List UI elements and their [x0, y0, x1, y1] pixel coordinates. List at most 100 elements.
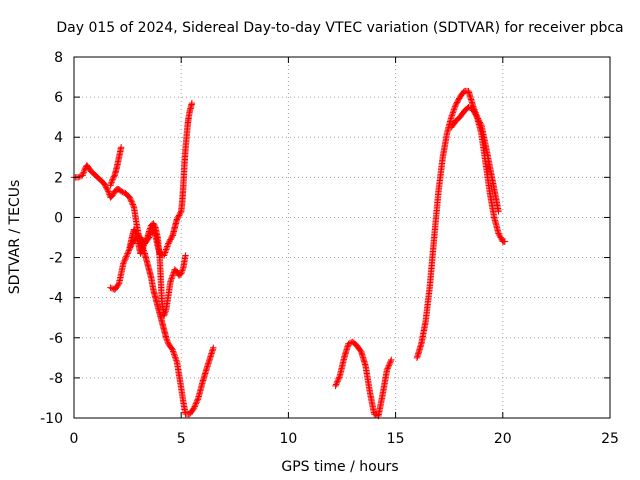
- data-point-8: [80, 169, 87, 176]
- data-point-158: [162, 334, 170, 341]
- data-point-287: [117, 144, 125, 151]
- data-point-1038: [496, 232, 504, 240]
- data-point-610: [167, 278, 174, 285]
- data-point-31: [101, 181, 108, 188]
- data-point-316: [124, 250, 131, 257]
- data-point-59: [127, 195, 134, 203]
- data-point-930: [453, 99, 461, 106]
- gridlines: [74, 57, 610, 418]
- data-point-523: [146, 226, 153, 234]
- data-point-220: [192, 400, 200, 407]
- data-point-920: [448, 113, 455, 121]
- data-point-376: [165, 240, 172, 247]
- data-point-372: [162, 246, 170, 253]
- data-point-756: [384, 365, 391, 372]
- y-tick-label-3: -4: [49, 291, 63, 307]
- y-tick-label-0: -10: [40, 411, 63, 427]
- data-point-63: [129, 201, 137, 208]
- data-point-614: [169, 272, 176, 279]
- data-point-925: [450, 106, 458, 113]
- data-point-643: [335, 375, 342, 382]
- data-point-638: [332, 382, 339, 390]
- data-point-506: [137, 249, 145, 256]
- data-point-381: [168, 233, 176, 241]
- data-point-371: [162, 247, 169, 255]
- y-tick-label-6: 2: [54, 170, 63, 186]
- data-point-755: [383, 366, 391, 374]
- series-arc-f: [413, 87, 509, 362]
- data-point-58: [126, 194, 133, 201]
- series-arc-e: [332, 338, 395, 420]
- data-point-161: [164, 339, 171, 346]
- data-point-168: [169, 348, 177, 355]
- axis-ticks: 0 5 10 15 20 25 -10 -8 -6 -4 -2 0 2 4 6 8: [40, 50, 619, 447]
- y-tick-label-2: -6: [49, 331, 63, 347]
- data-point-373: [163, 244, 170, 252]
- data-point-667: [345, 340, 352, 347]
- data-point-613: [168, 273, 176, 281]
- y-tick-label-9: 8: [54, 50, 63, 66]
- data-point-507: [138, 247, 146, 255]
- data-point-32: [102, 182, 109, 190]
- y-tick-label-5: 0: [54, 210, 63, 226]
- y-axis-label: SDTVAR / TECUs: [7, 180, 23, 295]
- data-point-399: [177, 209, 184, 216]
- data-point-626: [178, 268, 185, 276]
- data-point-922: [449, 110, 456, 118]
- data-point-261: [107, 180, 115, 188]
- data-point-1070: [472, 111, 479, 118]
- data-point-628: [179, 265, 187, 273]
- data-point-921: [448, 112, 456, 119]
- data-point-160: [164, 337, 171, 344]
- data-point-318: [125, 247, 133, 254]
- data-point-266: [110, 173, 118, 180]
- data-point-1068: [471, 108, 478, 116]
- data-point-295: [114, 281, 122, 289]
- x-tick-label-5: 25: [601, 431, 619, 447]
- data-point-474: [188, 99, 196, 107]
- data-point-1066: [469, 105, 476, 113]
- data-point-721: [370, 410, 378, 418]
- data-point-219: [192, 401, 199, 409]
- data-point-762: [388, 356, 395, 364]
- data-point-221: [193, 399, 200, 406]
- data-point-36: [105, 188, 112, 195]
- data-point-1036: [495, 230, 502, 237]
- data-point-639: [332, 381, 340, 388]
- data-point-524: [146, 225, 154, 232]
- data-point-264: [109, 176, 116, 183]
- data-point-1069: [471, 109, 479, 117]
- x-axis-label: GPS time / hours: [281, 459, 398, 475]
- data-point-758: [385, 362, 393, 369]
- series-arc-c: [107, 99, 196, 293]
- x-tick-label-0: 0: [70, 431, 79, 447]
- data-point-931: [454, 97, 461, 105]
- data-point-33: [102, 184, 110, 191]
- data-point-1074: [475, 116, 482, 124]
- data-point-1075: [476, 117, 483, 125]
- x-tick-label-2: 10: [279, 431, 297, 447]
- data-point-397: [175, 212, 183, 219]
- x-tick-label-3: 15: [387, 431, 405, 447]
- data-point-1071: [473, 112, 480, 120]
- data-point-288: [107, 284, 114, 291]
- data-point-396: [175, 213, 182, 220]
- data-point-1063: [465, 103, 472, 111]
- data-point-313: [122, 254, 129, 262]
- series-arc-g: [448, 103, 502, 215]
- plot-frame: [73, 56, 611, 419]
- data-point-314: [123, 253, 130, 260]
- data-point-312: [121, 256, 129, 263]
- data-point-1072: [473, 113, 481, 121]
- data-point-1064: [466, 104, 474, 112]
- data-point-4: [76, 173, 83, 180]
- data-points: [70, 87, 509, 420]
- data-point-644: [336, 374, 343, 381]
- data-point-642: [334, 376, 342, 384]
- y-tick-label-4: -2: [49, 251, 63, 267]
- data-point-928: [452, 101, 459, 109]
- data-point-6: [79, 172, 86, 179]
- data-point-620: [173, 268, 181, 275]
- data-point-530: [151, 222, 158, 230]
